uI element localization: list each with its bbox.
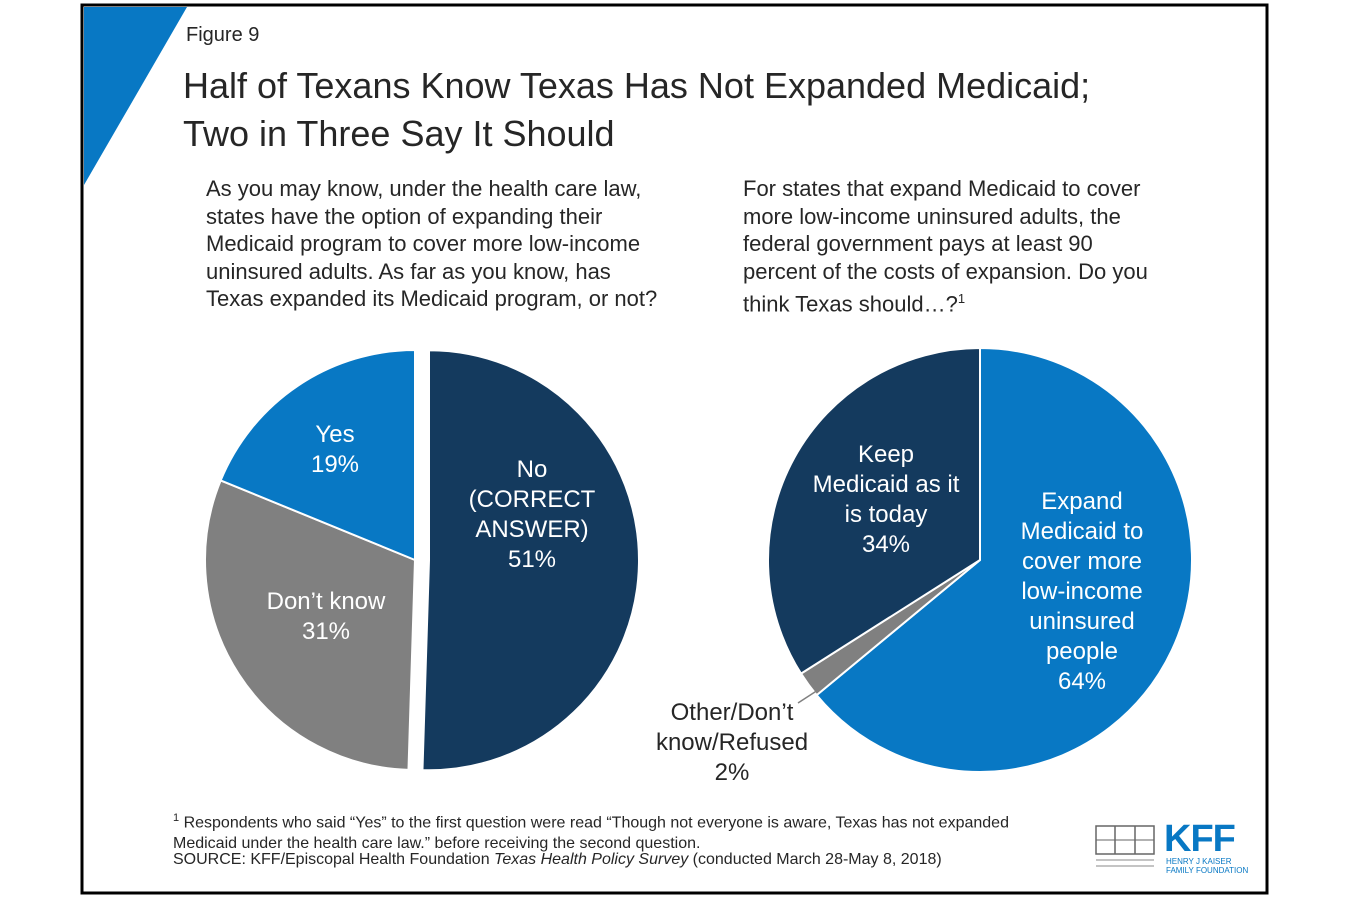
slice-category: No (CORRECT ANSWER) [468, 456, 596, 543]
question-line: Medicaid program to cover more low-incom… [206, 231, 641, 256]
question-line: percent of the costs of expansion. Do yo… [743, 258, 1148, 284]
question: As you may know, under the health care l… [206, 175, 657, 313]
slice-value: 64% [1057, 668, 1107, 695]
question-line: federal government pays at least 90 [743, 231, 1093, 256]
footnote-text: Respondents who said “Yes” to the first … [173, 814, 1009, 853]
frame [80, 3, 1269, 895]
title: Half of Texans Know Texas Has Not Expand… [183, 62, 1090, 158]
slice-label: No (CORRECT ANSWER) 51% [467, 455, 597, 575]
question-line: uninsured adults. As far as you know, ha… [206, 258, 611, 284]
slice-category: Keep Medicaid as it is today [812, 441, 960, 528]
question-line: states have the option of expanding thei… [206, 203, 603, 229]
question-line: As you may know, under the health care l… [206, 176, 642, 201]
slice-label: Other/Don’t know/Refused 2% [647, 698, 817, 788]
source-prefix: SOURCE: KFF/Episcopal Health Foundation [173, 851, 490, 868]
footnote-marker: 1 [173, 812, 180, 824]
slice-value: 31% [301, 618, 351, 645]
slice-label: Keep Medicaid as it is today 34% [811, 440, 961, 560]
figure-label: Figure 9 [186, 24, 260, 46]
pie-slice [767, 346, 981, 675]
source-title: Texas Health Policy Survey [494, 851, 689, 868]
title-line: Half of Texans Know Texas Has Not Expand… [183, 65, 1091, 106]
slice-category: Don’t know [266, 588, 386, 615]
question: For states that expand Medicaid to cover… [743, 175, 1148, 318]
question-line: think Texas should…?1 [743, 291, 966, 317]
pie-slice [219, 348, 416, 562]
slice-value: 2% [714, 759, 750, 786]
source-suffix: (conducted March 28-May 8, 2018) [692, 851, 942, 868]
logo-subtext: HENRY J KAISER FAMILY FOUNDATION [1166, 857, 1249, 875]
slice-category: Expand Medicaid to cover more low-income… [1020, 488, 1144, 665]
logo-text: KFF [1164, 818, 1236, 860]
leader-line [797, 689, 819, 704]
ehf-logo [1095, 825, 1155, 867]
question-line: Texas expanded its Medicaid program, or … [206, 286, 658, 311]
title-line: Two in Three Say It Should [183, 113, 615, 154]
pie-slice [421, 349, 640, 772]
slice-label: Expand Medicaid to cover more low-income… [1007, 487, 1157, 697]
question-note: 1 [957, 291, 966, 306]
slice-value: 51% [507, 546, 557, 573]
slice-label: Don’t know 31% [226, 587, 426, 647]
question-line: more low-income uninsured adults, the [743, 203, 1121, 229]
footnote: 1 Respondents who said “Yes” to the firs… [173, 808, 1053, 854]
slice-value: 34% [861, 531, 911, 558]
corner-accent [84, 7, 187, 185]
pie-slice [204, 479, 417, 771]
slice-label: Yes 19% [275, 420, 395, 480]
pie-slice [815, 346, 1193, 773]
slice-value: 19% [310, 451, 360, 478]
slice-category: Other/Don’t know/Refused [655, 699, 809, 756]
slice-category: Yes [315, 421, 355, 448]
source: SOURCE: KFF/Episcopal Health Foundation … [173, 851, 942, 869]
question-line: For states that expand Medicaid to cover [743, 176, 1141, 201]
